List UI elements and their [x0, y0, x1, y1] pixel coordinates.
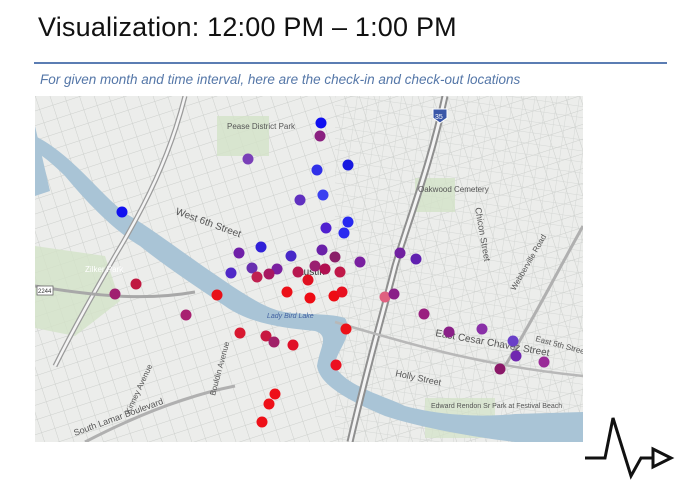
location-dot[interactable]: [251, 271, 263, 283]
location-dot[interactable]: [476, 323, 488, 335]
oakwood-label: Oakwood Cemetery: [418, 185, 489, 194]
austin-label: Austin: [297, 267, 325, 278]
location-dot[interactable]: [388, 288, 400, 300]
slide-subtitle: For given month and time interval, here …: [40, 72, 521, 87]
heartbeat-logo-icon: [585, 417, 675, 480]
location-dot[interactable]: [311, 164, 323, 176]
location-dot[interactable]: [255, 241, 267, 253]
location-dot[interactable]: [234, 327, 246, 339]
location-dot[interactable]: [320, 222, 332, 234]
east-cesar-chavez-road: [334, 320, 583, 378]
hwy2244-shield-icon: 2244: [36, 285, 54, 296]
location-dot[interactable]: [302, 274, 314, 286]
webberville-road: [503, 225, 583, 367]
location-dot[interactable]: [294, 194, 306, 206]
location-dot[interactable]: [538, 356, 550, 368]
location-dot[interactable]: [281, 286, 293, 298]
title-divider: [34, 62, 667, 64]
location-dot[interactable]: [410, 253, 422, 265]
location-dot[interactable]: [379, 291, 391, 303]
location-dot[interactable]: [340, 323, 352, 335]
location-dot[interactable]: [443, 326, 455, 338]
slide-title: Visualization: 12:00 PM – 1:00 PM: [38, 12, 457, 42]
location-dot[interactable]: [263, 268, 275, 280]
location-dot[interactable]: [336, 286, 348, 298]
location-dot[interactable]: [314, 130, 326, 142]
location-dot[interactable]: [334, 266, 346, 278]
location-dot[interactable]: [342, 159, 354, 171]
location-dot[interactable]: [269, 388, 281, 400]
location-dot[interactable]: [494, 363, 506, 375]
location-dot[interactable]: [211, 289, 223, 301]
location-dot[interactable]: [225, 267, 237, 279]
mopac-highway-inner: [53, 96, 187, 367]
location-dot[interactable]: [246, 262, 258, 274]
location-dot[interactable]: [418, 308, 430, 320]
ladybird-label: Lady Bird Lake: [267, 313, 314, 320]
location-dot[interactable]: [319, 263, 331, 275]
location-dot[interactable]: [109, 288, 121, 300]
location-dot[interactable]: [263, 398, 275, 410]
location-dot[interactable]: [330, 359, 342, 371]
map-view[interactable]: Pease District Park Oakwood Cemetery Wes…: [35, 96, 583, 442]
i35-highway-inner: [348, 96, 447, 442]
location-dot[interactable]: [329, 251, 341, 263]
location-dot[interactable]: [233, 247, 245, 259]
location-dot[interactable]: [507, 335, 519, 347]
location-dot[interactable]: [256, 416, 268, 428]
zilker-label: Zilker Park: [85, 265, 124, 274]
location-dot[interactable]: [130, 278, 142, 290]
location-dot[interactable]: [180, 309, 192, 321]
lake-edge: [35, 126, 50, 196]
location-dot[interactable]: [268, 336, 280, 348]
location-dot[interactable]: [315, 117, 327, 129]
pease-park-area: [217, 116, 269, 156]
location-dot[interactable]: [354, 256, 366, 268]
location-dot[interactable]: [260, 330, 272, 342]
pease-park-label: Pease District Park: [227, 122, 296, 131]
location-dot[interactable]: [242, 153, 254, 165]
location-dot[interactable]: [304, 292, 316, 304]
location-dot[interactable]: [271, 263, 283, 275]
edward-rendon-label: Edward Rendon Sr Park at Festival Beach: [431, 403, 562, 410]
location-dot[interactable]: [292, 266, 304, 278]
location-dot[interactable]: [342, 216, 354, 228]
svg-text:35: 35: [435, 114, 443, 121]
location-dot[interactable]: [116, 206, 128, 218]
location-dot[interactable]: [285, 250, 297, 262]
location-dot[interactable]: [309, 260, 321, 272]
i35-shield-icon: 35: [432, 108, 448, 124]
location-dot[interactable]: [394, 247, 406, 259]
location-points: [109, 117, 550, 428]
svg-text:2244: 2244: [38, 289, 52, 295]
location-dot[interactable]: [316, 244, 328, 256]
location-dot[interactable]: [317, 189, 329, 201]
south-lamar-road: [84, 384, 236, 442]
location-dot[interactable]: [510, 350, 522, 362]
location-dot[interactable]: [338, 227, 350, 239]
location-dot[interactable]: [287, 339, 299, 351]
